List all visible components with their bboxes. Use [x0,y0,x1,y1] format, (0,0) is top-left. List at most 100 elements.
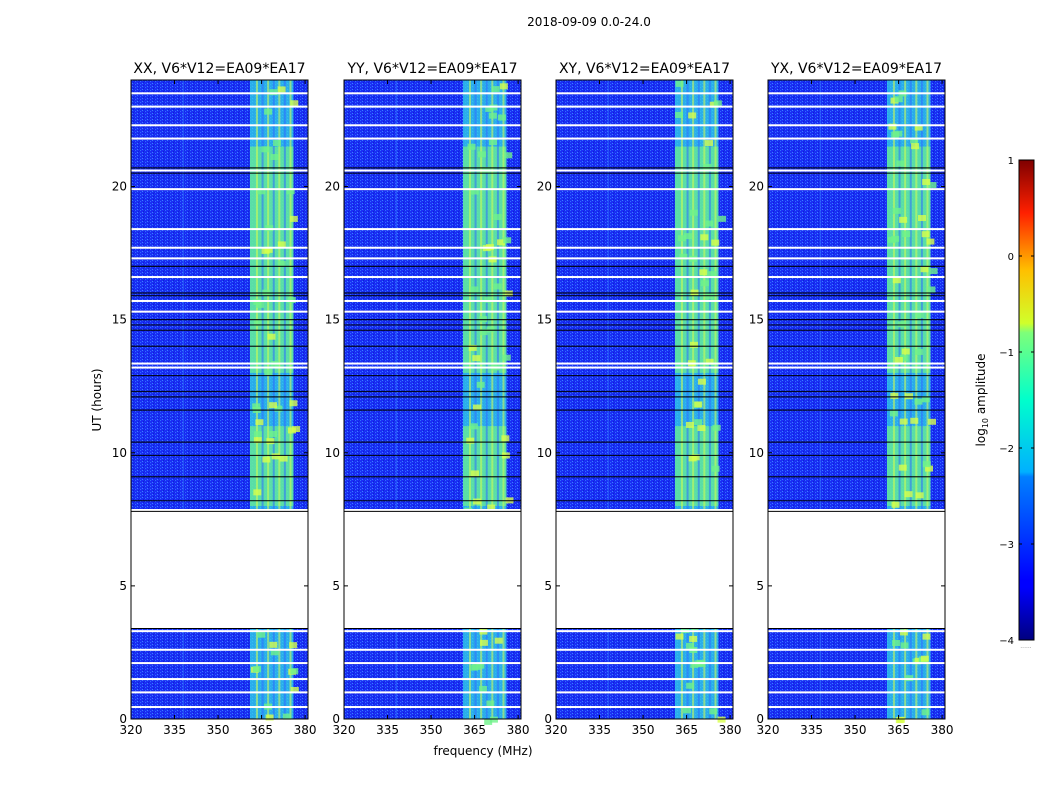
x-tick-label: 320 [333,723,356,737]
rfi-speckle [264,108,273,115]
rfi-speckle [269,402,278,409]
rfi-speckle [277,241,286,248]
flagged-time-line [344,706,521,709]
rfi-speckle [479,639,488,646]
rfi-speckle [922,461,931,468]
flagged-time-line [556,362,733,365]
rfi-speckle [253,431,262,438]
rfi-speckle [682,707,691,714]
rfi-speckle [691,454,700,461]
rfi-speckle [717,716,726,723]
flagged-time-line [768,137,945,140]
rfi-speckle [708,271,717,278]
rfi-speckle [253,437,262,444]
rfi-speckle [689,209,698,216]
rfi-speckle [713,100,722,107]
x-tick-label: 350 [207,723,230,737]
flagged-time-line [344,92,521,95]
flagged-time-line [556,310,733,313]
colorbar-tick-label: −3 [999,540,1014,551]
rfi-speckle [681,627,690,634]
flagged-time-line [768,706,945,709]
rfi-speckle [262,456,271,463]
x-tick-label: 350 [420,723,443,737]
rfi-speckle [289,642,298,649]
rfi-speckle [468,344,477,351]
rfi-speckle [711,465,720,472]
rfi-channel-streak [255,80,258,719]
flagged-time-line [131,366,308,369]
x-tick-label: 380 [507,723,530,737]
flagged-time-line [131,299,308,302]
rfi-speckle [699,269,708,276]
x-axis-label: frequency (MHz) [433,744,532,758]
rfi-speckle [914,348,923,355]
rfi-speckle [494,637,503,644]
y-tick-label: 10 [112,446,127,460]
rfi-speckle [269,430,278,437]
flagged-time-line [556,678,733,681]
rfi-speckle [253,489,262,496]
rfi-speckle [684,233,693,240]
rfi-speckle [709,101,718,108]
rfi-speckle [892,277,901,284]
colorbar-tick-label: 0 [1008,252,1014,263]
rfi-channel-streak [261,80,264,719]
rfi-speckle [485,105,494,112]
rfi-channel-streak [703,80,706,719]
rfi-speckle [703,163,712,170]
flagged-time-line [556,246,733,249]
y-tick-label: 10 [537,446,552,460]
x-tick-label: 335 [376,723,399,737]
rfi-channel-streak [468,80,471,719]
rfi-speckle [697,425,706,432]
flagged-time-line [344,678,521,681]
y-tick-label: 20 [112,180,127,194]
y-tick-label: 5 [332,579,340,593]
rfi-channel-streak [680,80,683,719]
rfi-speckle [892,207,901,214]
rfi-channel-streak [496,80,499,719]
flagged-time-line [344,299,521,302]
flagged-time-line [768,678,945,681]
flagged-time-line [768,362,945,365]
colorbar-label-log: log [974,428,988,446]
y-tick-label: 0 [756,712,764,726]
rfi-speckle [491,86,500,93]
data-gap [556,511,733,629]
flagged-time-line [131,310,308,313]
rfi-channel-streak [278,80,281,719]
flagged-time-line [131,508,308,511]
flagged-time-line [344,188,521,191]
x-tick-label: 335 [800,723,823,737]
flagged-time-line [768,662,945,665]
rfi-speckle [891,235,900,242]
flagged-time-line [556,366,733,369]
flagged-time-line [768,691,945,694]
flagged-time-line [768,310,945,313]
rfi-speckle [264,369,273,376]
rfi-speckle [497,114,506,121]
rfi-speckle [472,663,481,670]
flagged-time-line [768,508,945,511]
rfi-speckle [282,713,291,720]
rfi-speckle [287,427,296,434]
rfi-speckle [286,188,295,195]
rfi-speckle [700,234,709,241]
flagged-time-line [768,366,945,369]
rfi-speckle [925,465,934,472]
rfi-channel-streak [686,80,689,719]
rfi-speckle [504,152,513,159]
panel-1: YY, V6*V12=EA09*EA17 0 5 10 15 20 320 335 350 365… [325,61,530,737]
rfi-channel-streak [485,80,488,719]
rfi-speckle [904,491,913,498]
flagged-time-line [344,508,521,511]
rfi-speckle [489,138,498,145]
y-tick-label: 20 [537,180,552,194]
rfi-speckle [503,237,512,244]
rfi-channel-streak [898,80,901,719]
rfi-speckle [488,112,497,119]
rfi-speckle [899,355,908,362]
flagged-time-line [556,299,733,302]
rfi-speckle [255,419,264,426]
